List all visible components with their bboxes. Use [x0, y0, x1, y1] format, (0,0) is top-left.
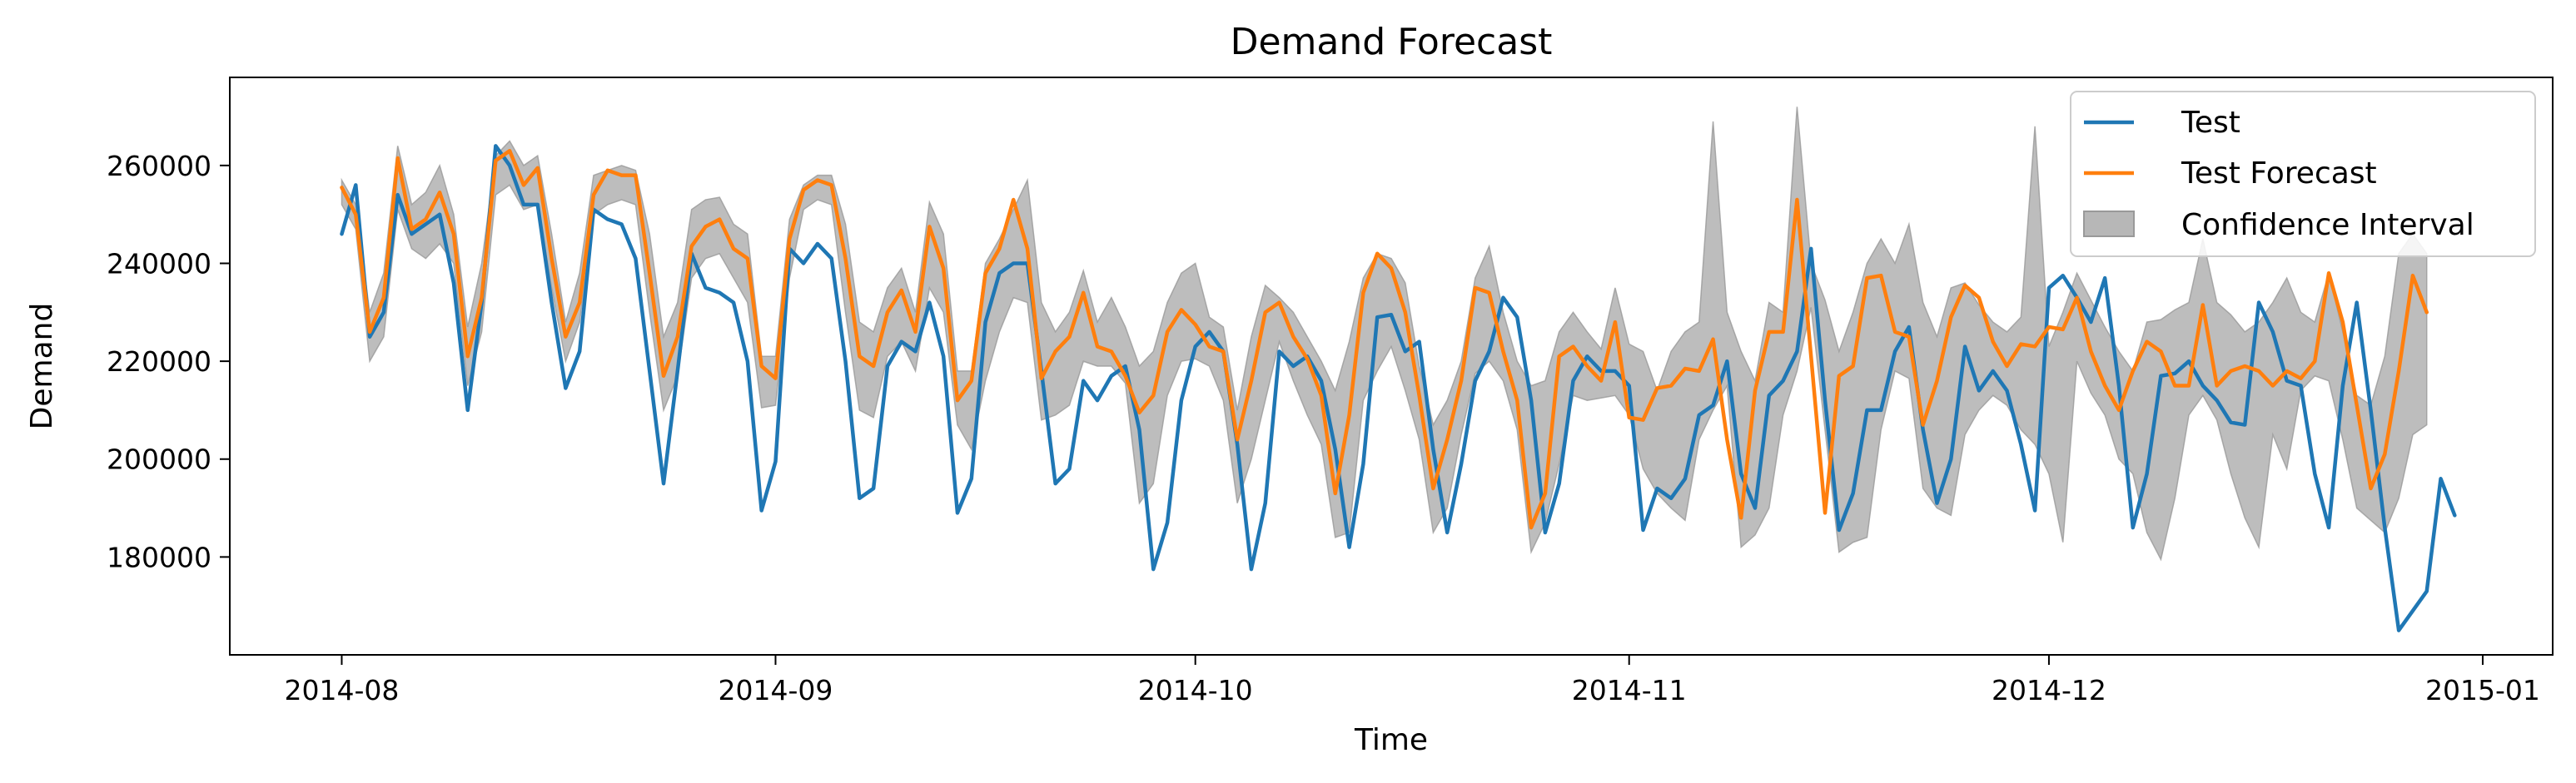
x-tick-label: 2014-10 — [1138, 674, 1253, 706]
y-axis: 180000 200000 220000 240000 260000 — [107, 150, 230, 573]
x-tick-label: 2014-08 — [285, 674, 400, 706]
x-tick-label: 2015-01 — [2425, 674, 2540, 706]
chart-title: Demand Forecast — [1231, 21, 1553, 63]
confidence-band-layer — [341, 107, 2428, 562]
y-tick-label: 260000 — [107, 150, 211, 182]
legend: Test Test Forecast Confidence Interval — [2070, 91, 2536, 257]
y-tick-label: 240000 — [107, 247, 211, 280]
plot-frame — [229, 77, 2554, 656]
y-tick-label: 220000 — [107, 345, 211, 378]
y-tick-label: 180000 — [107, 541, 211, 573]
confidence-interval-band — [341, 107, 2428, 562]
legend-swatch-confidence-interval — [2083, 211, 2135, 237]
x-tick-label: 2014-09 — [719, 674, 833, 706]
legend-box — [2070, 91, 2536, 257]
series-layer — [340, 144, 2457, 632]
series-line-test-forecast — [340, 148, 2429, 530]
series-line-test — [340, 144, 2457, 632]
y-axis-label: Demand — [25, 303, 59, 430]
y-tick-label: 200000 — [107, 444, 211, 476]
legend-label-test-forecast: Test Forecast — [2181, 156, 2377, 191]
legend-label-test: Test — [2181, 106, 2240, 140]
legend-label-confidence-interval: Confidence Interval — [2181, 208, 2474, 242]
x-axis-label: Time — [1354, 723, 1428, 757]
x-tick-label: 2014-11 — [1572, 674, 1687, 706]
x-axis: 2014-08 2014-09 2014-10 2014-11 2014-12 2015-… — [285, 655, 2540, 706]
x-tick-label: 2014-12 — [1992, 674, 2106, 706]
